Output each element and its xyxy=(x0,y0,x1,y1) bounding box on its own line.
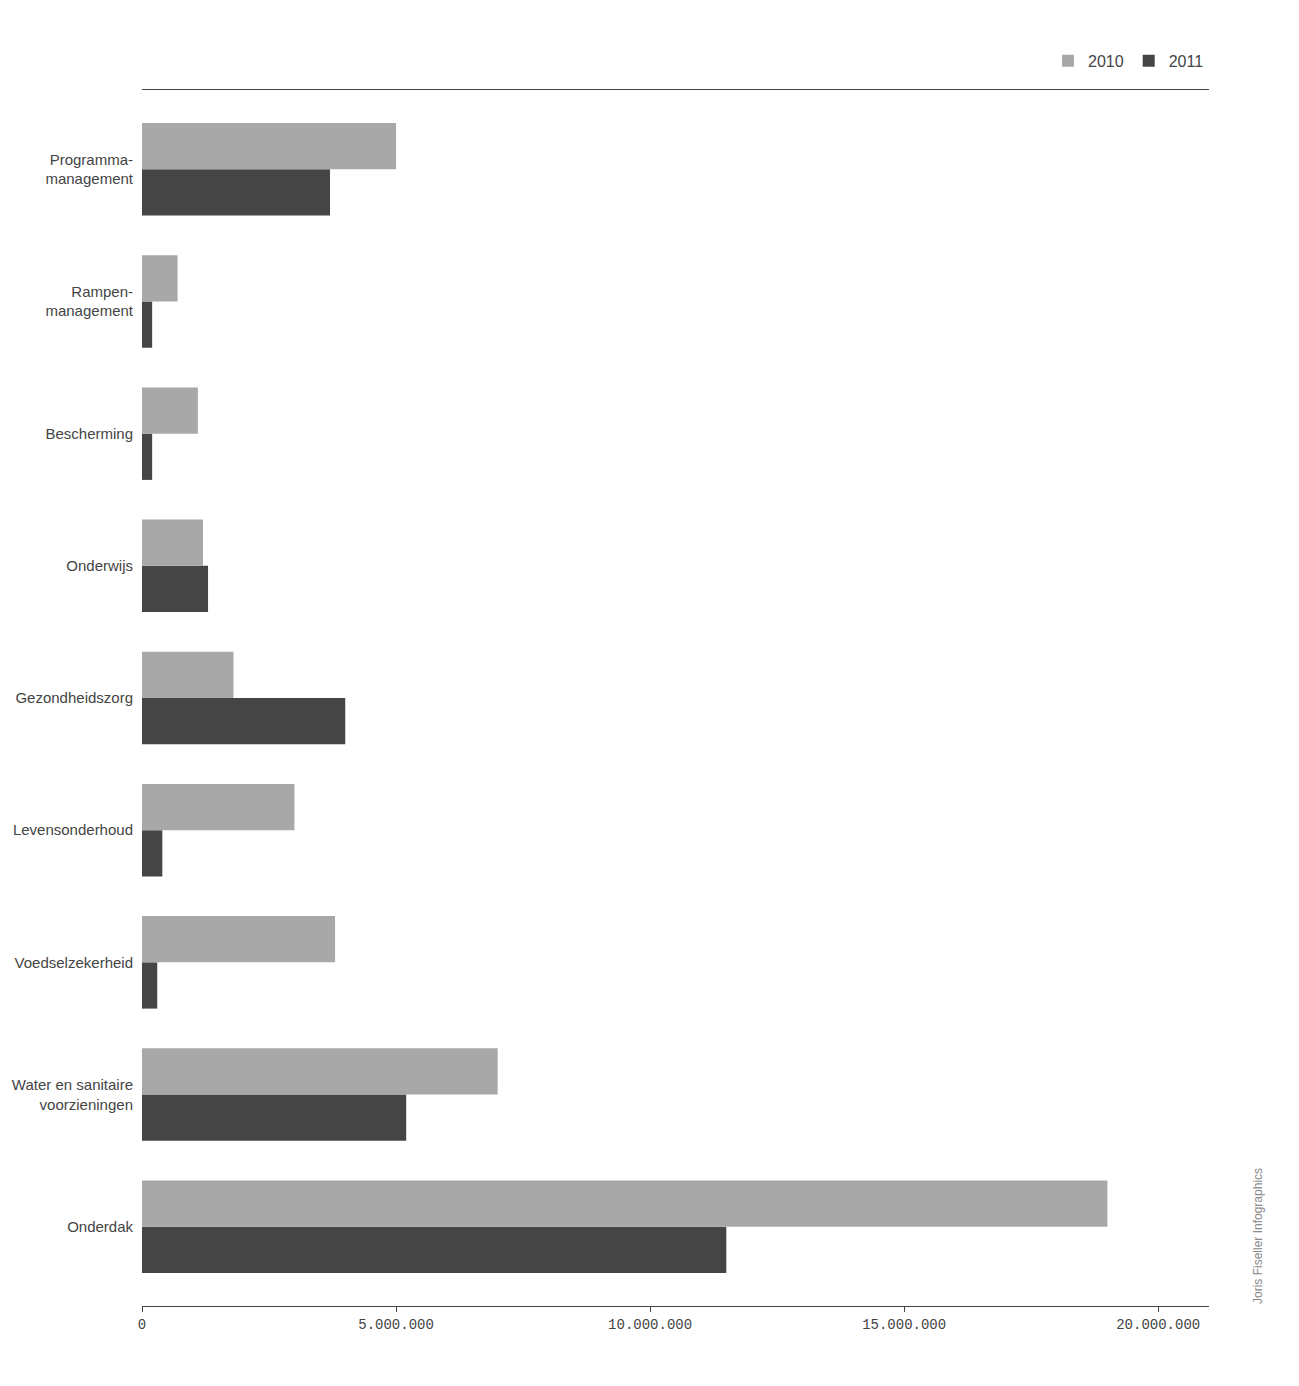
svg-text:Onderwijs: Onderwijs xyxy=(66,557,133,574)
svg-text:2010: 2010 xyxy=(1088,53,1124,70)
svg-text:Bescherming: Bescherming xyxy=(45,425,133,442)
svg-text:Water en sanitairevoorzieninge: Water en sanitairevoorzieningen xyxy=(12,1076,133,1113)
svg-text:10.000.000: 10.000.000 xyxy=(608,1317,692,1333)
svg-text:Programma-management: Programma-management xyxy=(45,151,133,188)
svg-text:Levensonderhoud: Levensonderhoud xyxy=(13,821,133,838)
svg-text:Gezondheidszorg: Gezondheidszorg xyxy=(15,689,133,706)
svg-text:20.000.000: 20.000.000 xyxy=(1116,1317,1200,1333)
svg-text:5.000.000: 5.000.000 xyxy=(358,1317,434,1333)
svg-text:Onderdak: Onderdak xyxy=(67,1218,133,1235)
svg-text:15.000.000: 15.000.000 xyxy=(862,1317,946,1333)
svg-text:Rampen-management: Rampen-management xyxy=(45,283,133,320)
svg-text:Voedselzekerheid: Voedselzekerheid xyxy=(15,954,133,971)
svg-text:2011: 2011 xyxy=(1169,53,1204,70)
svg-text:0: 0 xyxy=(138,1317,146,1333)
svg-text:Joris Fiseller Infographics: Joris Fiseller Infographics xyxy=(1251,1168,1265,1304)
